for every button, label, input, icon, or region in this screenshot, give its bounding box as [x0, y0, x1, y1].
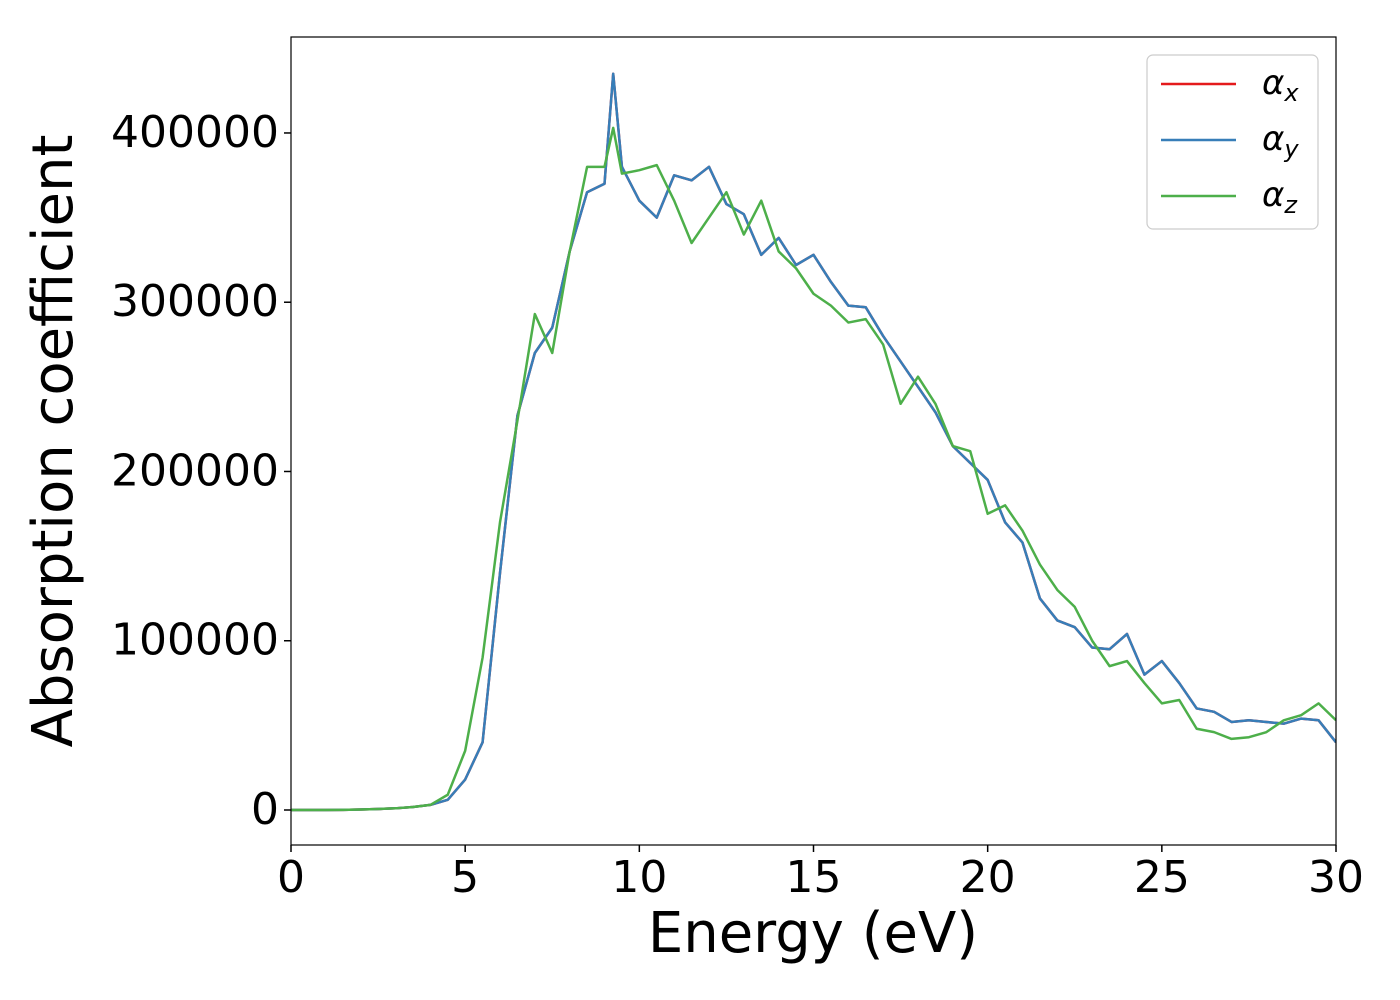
x-tick-label: 30 [1308, 852, 1364, 903]
plot-frame [290, 36, 1337, 846]
x-axis-label: Energy (eV) [648, 901, 978, 966]
y-tick-label: 0 [251, 784, 279, 835]
x-tick-label: 5 [451, 852, 479, 903]
x-tick-label: 25 [1134, 852, 1190, 903]
x-tick-label: 15 [786, 852, 842, 903]
legend: αx αy αz [1146, 54, 1319, 230]
x-tick-label: 0 [277, 852, 305, 903]
y-tick-label: 300000 [111, 276, 279, 327]
y-tick-label: 200000 [111, 445, 279, 496]
x-tick-label: 20 [960, 852, 1016, 903]
legend-box [1146, 54, 1319, 230]
legend-label: αx [1262, 63, 1299, 108]
series-line [291, 126, 1336, 812]
legend-label: αy [1262, 119, 1299, 164]
y-axis-label: Absorption coefficient [21, 135, 86, 748]
y-tick-label: 400000 [111, 107, 279, 158]
legend-label: αz [1262, 175, 1298, 220]
y-tick-label: 100000 [111, 615, 279, 666]
x-tick-label: 10 [611, 852, 667, 903]
series-line [291, 72, 1336, 812]
